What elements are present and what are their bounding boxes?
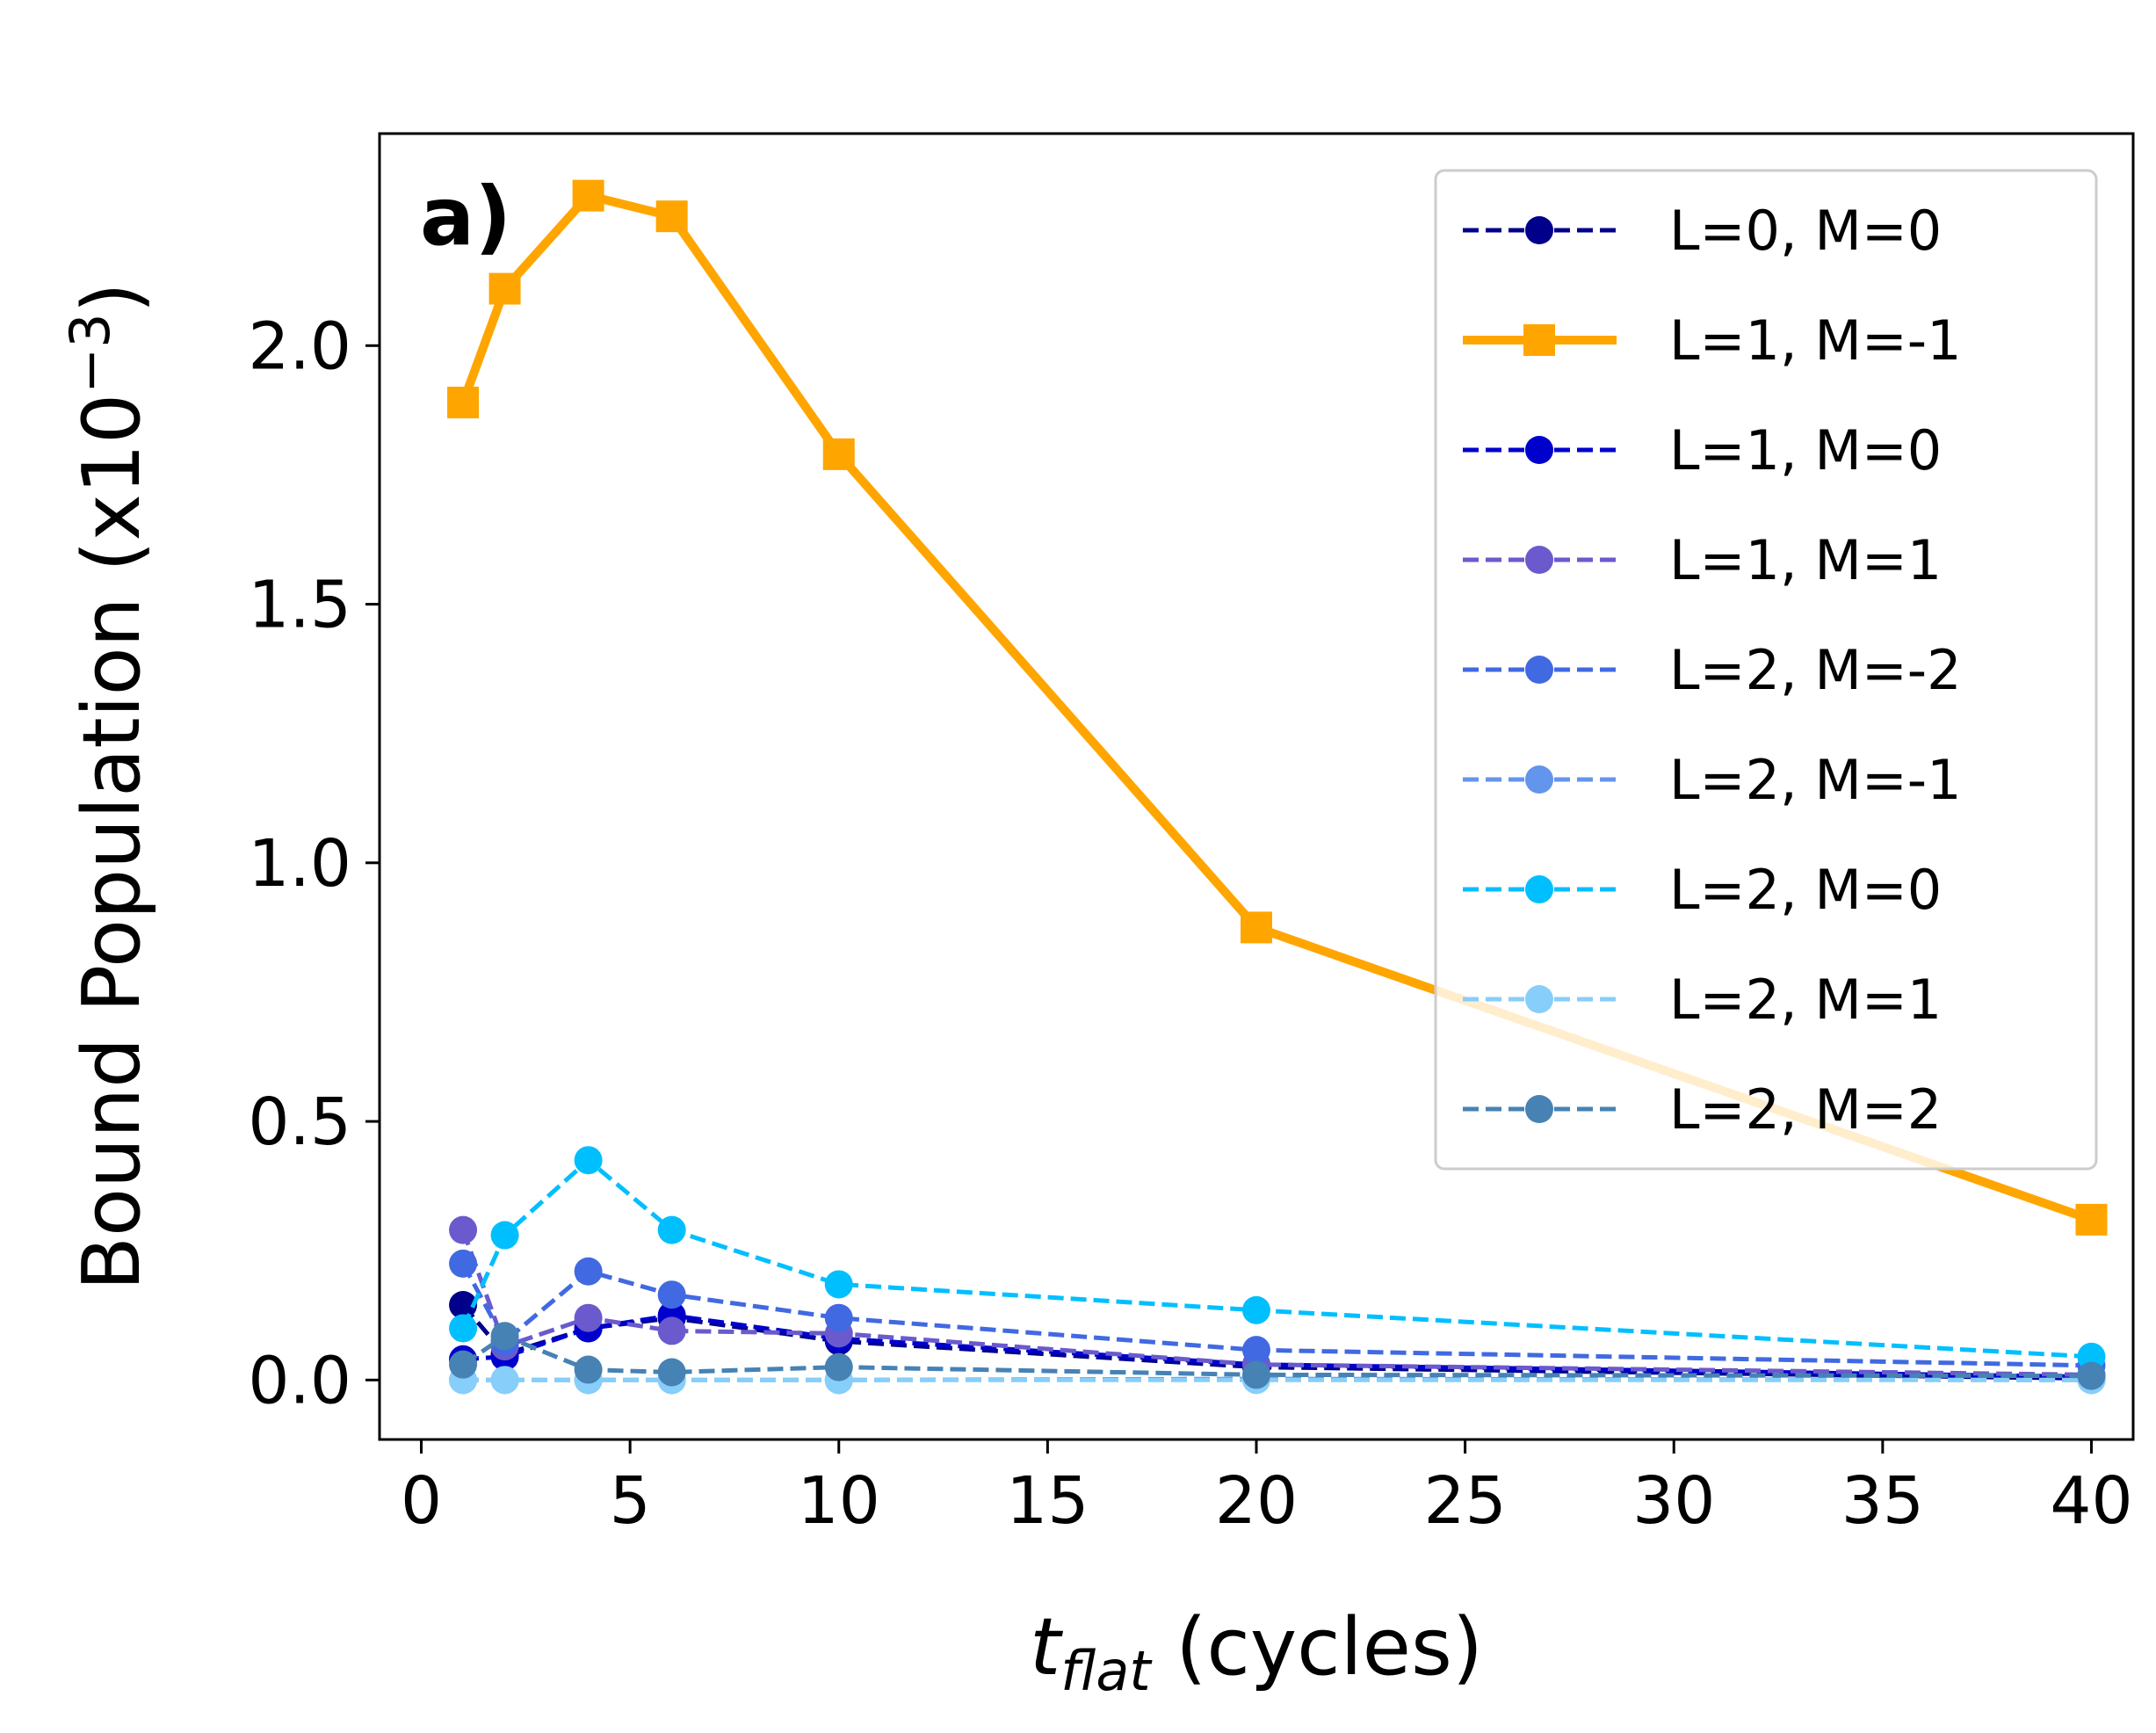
x-axis-title-symbol: t [1030,1601,1064,1693]
data-point [657,1215,686,1244]
data-point [449,1350,478,1379]
legend-label: L=2, M=0 [1669,858,1942,922]
x-tick-label: 25 [1424,1463,1507,1539]
data-point [1242,1295,1270,1324]
x-tick-label: 30 [1632,1463,1715,1539]
data-point [572,179,604,212]
data-point [447,387,480,419]
y-tick-label: 0.0 [248,1343,351,1418]
data-point [824,1270,853,1299]
data-point [449,1249,478,1278]
legend-label: L=1, M=-1 [1669,308,1962,373]
legend-marker [1525,875,1553,903]
legend-label: L=2, M=-1 [1669,748,1962,812]
y-axis-title-exponent: −3 [58,313,122,393]
y-tick-label: 2.0 [248,308,351,384]
legend-label: L=2, M=1 [1669,968,1942,1032]
x-tick-label: 5 [610,1463,651,1539]
legend-marker [1525,1095,1553,1123]
y-axis-title-base: Bound Population (x10 [66,394,158,1291]
data-point [822,438,855,470]
legend-label: L=1, M=0 [1669,418,1942,482]
x-axis-title: tflat (cycles) [1030,1601,1483,1703]
panel-label: a) [420,170,511,264]
y-tick-label: 1.0 [248,826,351,902]
data-point [1241,911,1272,944]
series-l-2-m-0 [449,1146,2106,1371]
data-point [1242,1336,1270,1365]
data-point [449,1215,478,1244]
legend-marker [1525,546,1553,574]
legend: L=0, M=0 L=1, M=-1 L=1, M=0 L=1, M=1 L=2, M=… [1434,169,2098,1171]
legend-label: L=2, M=2 [1669,1077,1942,1142]
legend-item: L=1, M=-1 [1463,308,1962,373]
y-tick-label: 1.5 [248,568,351,643]
data-point [1242,1360,1270,1389]
legend-marker [1525,436,1553,464]
x-tick-label: 35 [1841,1463,1924,1539]
x-axis-title-units: (cycles) [1151,1601,1483,1693]
data-point [574,1355,603,1384]
x-tick-label: 20 [1215,1463,1298,1539]
legend-item: L=2, M=-2 [1463,638,1962,702]
x-tick-label: 10 [798,1463,880,1539]
data-point [657,1316,686,1345]
data-point [488,272,521,305]
series-l-1-m-1 [447,179,2108,1236]
y-axis-title-close: ) [66,282,158,313]
legend-item: L=2, M=-1 [1463,748,1962,812]
series-layer [447,179,2108,1395]
data-point [449,1290,478,1319]
data-point [2075,1203,2108,1236]
x-tick-label: 40 [2050,1463,2132,1539]
data-point [657,1280,686,1309]
x-tick-label: 0 [401,1463,442,1539]
legend-marker [1525,985,1553,1013]
data-point [574,1257,603,1286]
data-point [490,1366,519,1395]
legend-marker [1525,765,1553,794]
series-l-2-m-2 [449,1322,2106,1390]
legend-marker [1523,324,1555,356]
legend-item: L=1, M=1 [1463,528,1942,592]
legend-marker [1525,216,1553,244]
y-axis: 0.0 0.5 1.0 1.5 2.0 [248,308,380,1418]
data-point [574,1303,603,1332]
y-axis-title: Bound Population (x10−3) [58,282,158,1291]
legend-item: L=2, M=2 [1463,1077,1942,1142]
data-point [490,1221,519,1250]
legend-label: L=1, M=1 [1669,528,1942,592]
legend-item: L=2, M=1 [1463,968,1942,1032]
data-point [449,1314,478,1343]
data-point [657,1358,686,1387]
legend-label: L=2, M=-2 [1669,638,1962,702]
data-point [655,200,688,233]
legend-item: L=0, M=0 [1463,199,1942,263]
data-point [574,1146,603,1175]
legend-item: L=1, M=0 [1463,418,1942,482]
data-point [2077,1361,2106,1390]
x-axis-title-subscript: flat [1060,1639,1153,1703]
x-tick-label: 15 [1006,1463,1089,1539]
legend-item: L=2, M=0 [1463,858,1942,922]
data-point [824,1303,853,1332]
y-tick-label: 0.5 [248,1084,351,1160]
x-axis: 0 5 10 15 20 25 30 35 40 [401,1439,2133,1539]
data-point [490,1322,519,1351]
data-point [824,1352,853,1381]
legend-frame [1434,169,2098,1171]
legend-label: L=0, M=0 [1669,199,1942,263]
legend-marker [1525,656,1553,684]
